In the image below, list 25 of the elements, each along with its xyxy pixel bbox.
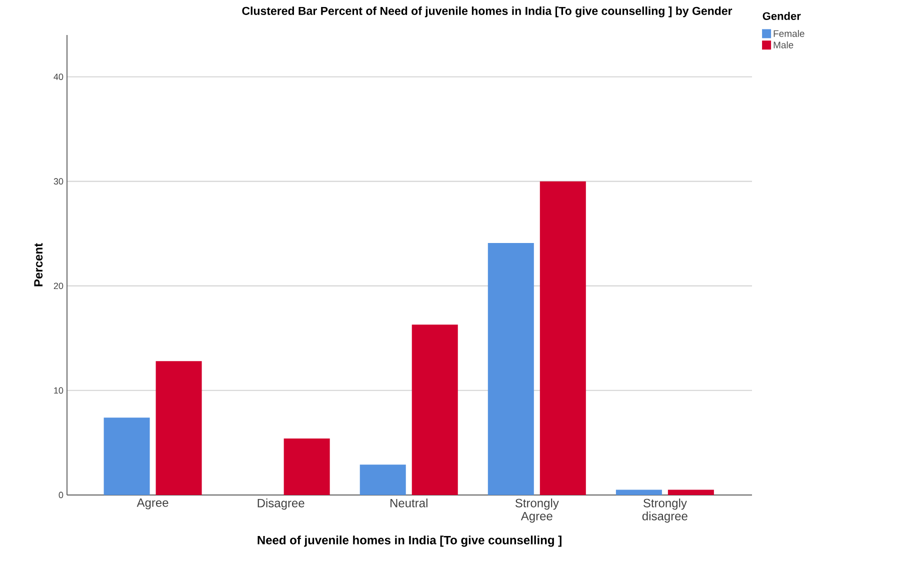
x-axis-title: Need of juvenile homes in India [To give counselling ] <box>258 536 562 547</box>
legend-label: Male <box>774 41 794 48</box>
y-axis-title: Percent <box>34 243 43 286</box>
y-tick-label: 30 <box>54 178 64 185</box>
bar <box>488 243 534 495</box>
x-tick-label: Strongly Agree <box>515 498 559 523</box>
x-tick-label: Strongly disagree <box>642 498 688 523</box>
y-tick-label: 0 <box>58 492 64 498</box>
bar <box>412 324 458 495</box>
x-tick-label: Neutral <box>390 498 428 508</box>
legend-title: Gender <box>762 12 801 20</box>
x-tick-label: Disagree <box>258 498 304 510</box>
chart-title: Clustered Bar Percent of Need of juvenile homes in India [To give counselling ] by Gender <box>242 6 732 18</box>
bar <box>156 361 202 495</box>
bar <box>104 418 150 495</box>
bar <box>540 181 586 495</box>
bar <box>668 490 714 495</box>
y-tick-label: 40 <box>54 74 64 80</box>
y-tick-label: 10 <box>54 387 64 394</box>
legend-label: Female <box>774 30 804 37</box>
bar <box>360 464 406 495</box>
bar <box>284 438 330 495</box>
bar <box>616 490 662 495</box>
x-tick-label: Agree <box>136 498 168 510</box>
y-tick-label: 20 <box>54 282 64 290</box>
